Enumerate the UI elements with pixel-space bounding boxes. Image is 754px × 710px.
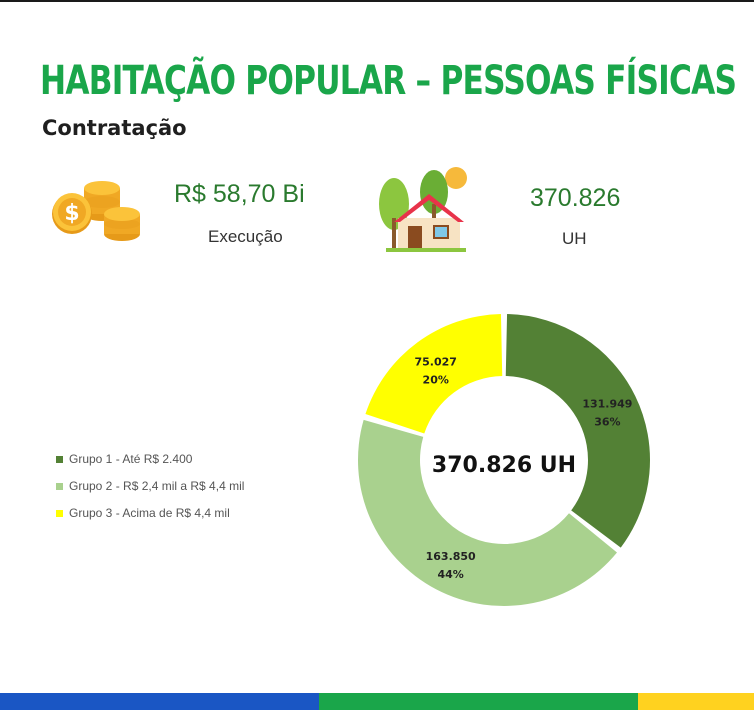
footer-bar-green [319,693,638,710]
coins-icon: $ [50,172,144,249]
page-subtitle: Contratação [42,116,187,140]
chart-legend: Grupo 1 - Até R$ 2.400 Grupo 2 - R$ 2,4 … [56,450,244,531]
donut-center-label: 370.826 UH [432,453,576,478]
legend-swatch-grupo2 [56,482,63,490]
kpi-uh-label: UH [562,229,587,248]
house-icon [376,162,472,259]
kpi-uh-value: 370.826 [530,184,621,212]
donut-slice-grupo2 [358,419,617,606]
top-border-line [0,0,754,2]
donut-slice-grupo3 [365,314,503,434]
legend-item-grupo1: Grupo 1 - Até R$ 2.400 [56,450,244,468]
data-label-value-grupo3: 75.027 [415,355,457,368]
legend-item-grupo2: Grupo 2 - R$ 2,4 mil a R$ 4,4 mil [56,477,244,495]
data-label-value-grupo1: 131.949 [582,398,632,411]
data-label-percent-grupo2: 44% [437,568,463,581]
footer-bar-blue [0,693,319,710]
kpi-execucao-label: Execução [208,227,283,246]
footer-bar-yellow [638,693,754,710]
legend-item-grupo3: Grupo 3 - Acima de R$ 4,4 mil [56,504,244,522]
legend-swatch-grupo3 [56,509,63,517]
data-label-percent-grupo1: 36% [594,416,620,429]
kpi-execucao-value: R$ 58,70 Bi [174,180,305,208]
donut-slice-grupo1 [505,314,650,548]
svg-text:$: $ [64,201,79,226]
page-title: HABITAÇÃO POPULAR – PESSOAS FÍSICAS [40,58,737,104]
legend-label-grupo3: Grupo 3 - Acima de R$ 4,4 mil [69,506,230,520]
legend-label-grupo1: Grupo 1 - Até R$ 2.400 [69,452,193,466]
legend-label-grupo2: Grupo 2 - R$ 2,4 mil a R$ 4,4 mil [69,479,245,493]
donut-chart: 131.949 36% 163.850 44% 75.027 20% 370.826 UH [358,314,650,606]
data-label-percent-grupo3: 20% [423,373,449,386]
data-label-value-grupo2: 163.850 [426,550,476,563]
legend-swatch-grupo1 [56,455,63,463]
